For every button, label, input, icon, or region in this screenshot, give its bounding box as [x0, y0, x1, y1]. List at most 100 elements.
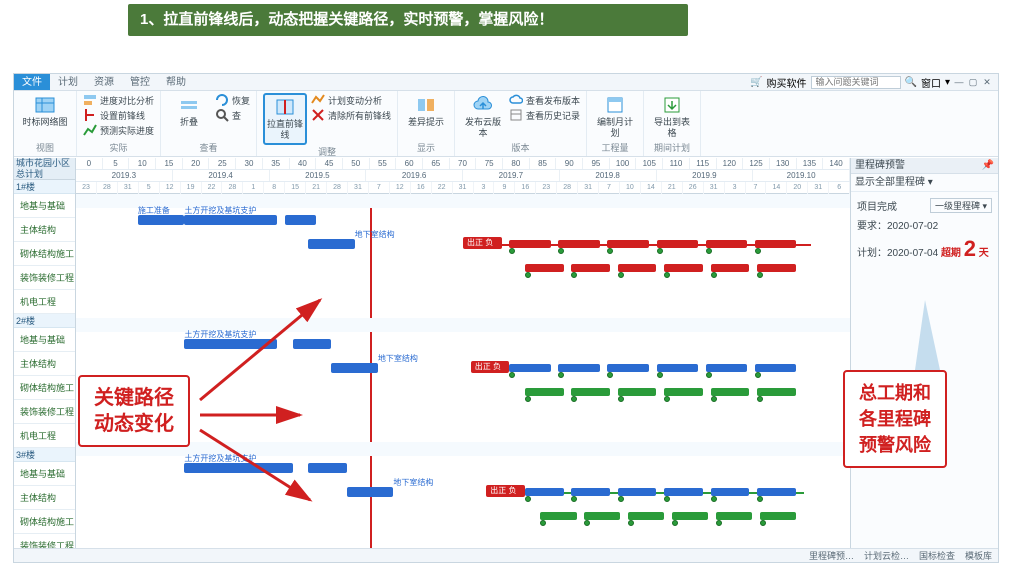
btn-find[interactable]: 查	[215, 108, 250, 122]
gantt-bar[interactable]	[509, 240, 550, 248]
minimize-icon[interactable]: —	[954, 77, 964, 87]
status-gb-check[interactable]: 国标检查	[919, 549, 955, 562]
task-group[interactable]: 2#楼	[14, 314, 75, 328]
task-leaf[interactable]: 地基与基础	[14, 328, 75, 352]
gantt-bar[interactable]	[618, 488, 657, 496]
gantt-bar[interactable]	[540, 512, 576, 520]
gantt-bar[interactable]	[184, 463, 292, 473]
project-root[interactable]: 城市花园小区总计划	[14, 158, 75, 180]
buy-link[interactable]: 购买软件	[767, 75, 807, 90]
bar-label[interactable]: 土方开挖及基坑支护	[184, 206, 292, 216]
btn-plan-change-analysis[interactable]: 计划变动分析	[311, 93, 391, 107]
close-icon[interactable]: ✕	[982, 77, 992, 87]
window-menu[interactable]: 窗口	[921, 75, 941, 90]
task-leaf[interactable]: 砌体结构施工	[14, 242, 75, 266]
task-group[interactable]: 3#楼	[14, 448, 75, 462]
status-cloud-check[interactable]: 计划云检…	[864, 549, 909, 562]
tab-resource[interactable]: 资源	[86, 74, 122, 90]
task-leaf[interactable]: 主体结构	[14, 352, 75, 376]
gantt-bar[interactable]	[757, 264, 796, 272]
gantt-bar[interactable]	[525, 264, 564, 272]
gantt-bar[interactable]	[672, 512, 708, 520]
cart-icon[interactable]: 🛒	[750, 77, 762, 88]
bar-label[interactable]: 地下室结构	[393, 478, 486, 488]
search-icon[interactable]: 🔍	[905, 77, 917, 88]
gantt-bar[interactable]	[607, 364, 648, 372]
btn-view-history[interactable]: 查看历史记录	[509, 108, 580, 122]
btn-monthly-plan[interactable]: 编制月计划	[593, 93, 637, 141]
btn-view-published[interactable]: 查看发布版本	[509, 93, 580, 107]
task-leaf[interactable]: 机电工程	[14, 290, 75, 314]
gantt-bar[interactable]	[285, 215, 316, 225]
gantt-bar[interactable]	[347, 487, 393, 497]
btn-straighten-frontline[interactable]: 拉直前锋线	[263, 93, 307, 145]
milestone-filter[interactable]: 显示全部里程碑	[855, 177, 925, 188]
gantt-bar[interactable]	[711, 488, 750, 496]
gantt-bar[interactable]	[706, 364, 747, 372]
task-tree[interactable]: 城市花园小区总计划 1#楼地基与基础主体结构砌体结构施工装饰装修工程机电工程2#…	[14, 158, 76, 562]
btn-publish-cloud[interactable]: 发布云版本	[461, 93, 505, 141]
gantt-bar[interactable]	[757, 388, 796, 396]
btn-forecast-actual[interactable]: 预测实际进度	[83, 123, 154, 137]
gantt-bar[interactable]	[755, 240, 796, 248]
gantt-bar[interactable]	[558, 240, 599, 248]
status-milestone[interactable]: 里程碑预…	[809, 549, 854, 562]
btn-diff-hint[interactable]: 差异提示	[404, 93, 448, 130]
btn-network-view[interactable]: 时标网络图	[20, 93, 70, 130]
gantt-bar[interactable]	[657, 240, 698, 248]
bar-label[interactable]: 土方开挖及基坑支护	[184, 330, 292, 340]
btn-clear-frontlines[interactable]: 清除所有前锋线	[311, 108, 391, 122]
task-leaf[interactable]: 砌体结构施工	[14, 510, 75, 534]
bar-label[interactable]: 地下室结构	[378, 354, 471, 364]
milestone-level-select[interactable]: 一级里程碑 ▾	[930, 198, 992, 213]
gantt-bar[interactable]	[571, 388, 610, 396]
gantt-bar[interactable]	[664, 264, 703, 272]
btn-collapse[interactable]: 折叠	[167, 93, 211, 130]
task-leaf[interactable]: 地基与基础	[14, 194, 75, 218]
maximize-icon[interactable]: ▢	[968, 77, 978, 87]
btn-progress-compare[interactable]: 进度对比分析	[83, 93, 154, 107]
gantt-bar[interactable]	[760, 512, 796, 520]
gantt-bar[interactable]	[509, 364, 550, 372]
task-group[interactable]: 1#楼	[14, 180, 75, 194]
help-search-input[interactable]	[811, 76, 901, 89]
gantt-bar[interactable]	[755, 364, 796, 372]
bar-label[interactable]: 土方开挖及基坑支护	[184, 454, 308, 464]
gantt-bar[interactable]	[184, 339, 277, 349]
btn-export-table[interactable]: 导出到表格	[650, 93, 694, 141]
gantt-bar[interactable]	[657, 364, 698, 372]
gantt-bar[interactable]	[711, 264, 750, 272]
task-leaf[interactable]: 机电工程	[14, 424, 75, 448]
gantt-bar[interactable]	[308, 463, 347, 473]
gantt-bar[interactable]	[558, 364, 599, 372]
gantt-bar[interactable]	[618, 264, 657, 272]
btn-restore[interactable]: 恢复	[215, 93, 250, 107]
gantt-bar[interactable]	[706, 240, 747, 248]
status-templates[interactable]: 模板库	[965, 549, 992, 562]
gantt-bar[interactable]	[525, 488, 564, 496]
gantt-bar[interactable]	[618, 388, 657, 396]
tab-plan[interactable]: 计划	[50, 74, 86, 90]
gantt-bar[interactable]	[711, 388, 750, 396]
gantt-bar[interactable]	[331, 363, 377, 373]
btn-set-frontline[interactable]: 设置前锋线	[83, 108, 154, 122]
tab-file[interactable]: 文件	[14, 74, 50, 90]
task-leaf[interactable]: 地基与基础	[14, 462, 75, 486]
gantt-timeline[interactable]: 0510152025303540455055606570758085909510…	[76, 158, 850, 562]
gantt-bar[interactable]	[525, 388, 564, 396]
task-leaf[interactable]: 装饰装修工程	[14, 400, 75, 424]
bar-label[interactable]: 地下室结构	[355, 230, 463, 240]
gantt-bar[interactable]	[584, 512, 620, 520]
gantt-bar[interactable]	[571, 264, 610, 272]
gantt-bar[interactable]	[664, 488, 703, 496]
tab-help[interactable]: 帮助	[158, 74, 194, 90]
pin-icon[interactable]: 📌	[982, 158, 994, 173]
tab-control[interactable]: 管控	[122, 74, 158, 90]
gantt-bar[interactable]	[628, 512, 664, 520]
gantt-bar[interactable]	[293, 339, 332, 349]
task-leaf[interactable]: 砌体结构施工	[14, 376, 75, 400]
gantt-bar[interactable]	[607, 240, 648, 248]
gantt-bar[interactable]	[184, 215, 277, 225]
gantt-bar[interactable]	[308, 239, 354, 249]
gantt-bar[interactable]	[664, 388, 703, 396]
